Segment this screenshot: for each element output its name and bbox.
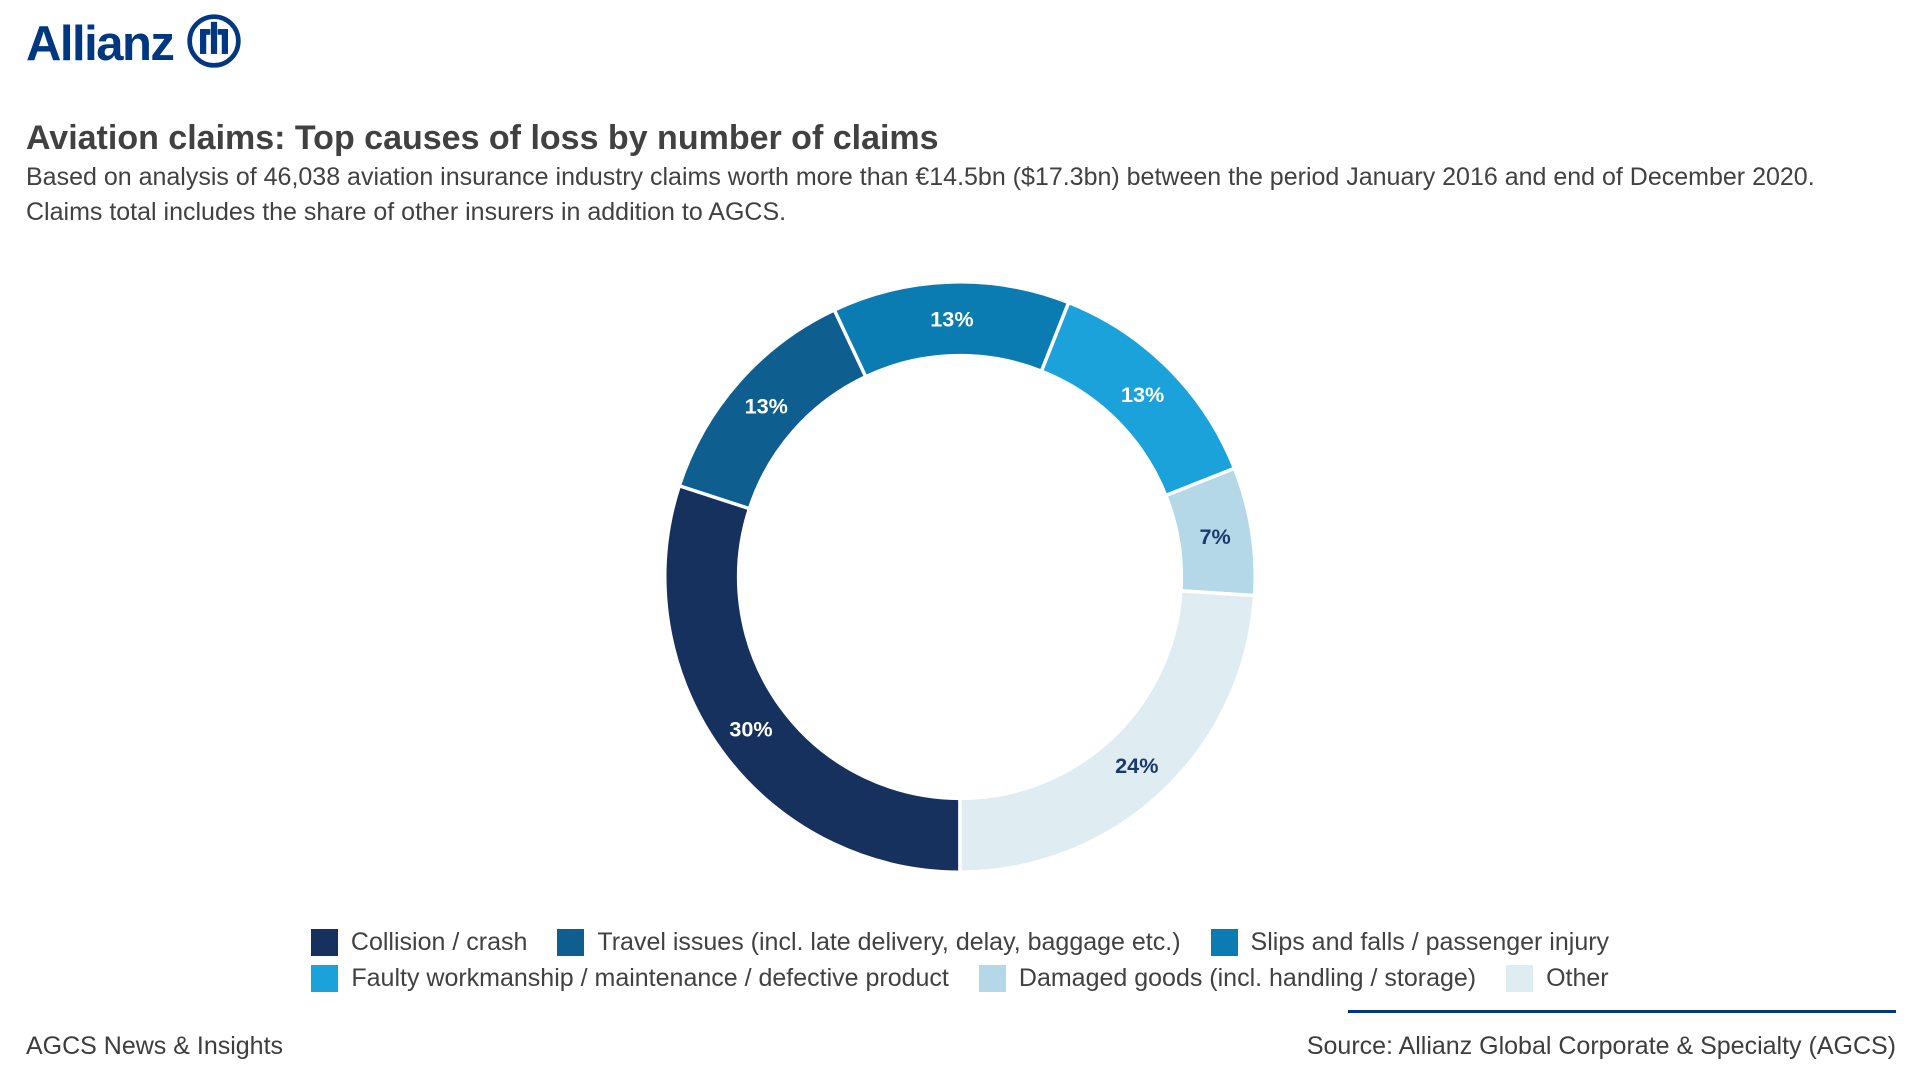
source-attribution: Source: Allianz Global Corporate & Speci…: [1306, 1032, 1896, 1060]
legend-swatch: [1210, 929, 1238, 956]
legend-item: Faulty workmanship / maintenance / defec…: [311, 964, 949, 993]
legend-label: Other: [1546, 964, 1609, 992]
legend-swatch: [1506, 965, 1534, 992]
legend-label: Faulty workmanship / maintenance / defec…: [351, 964, 949, 992]
allianz-logo-text: Allianz: [26, 16, 175, 71]
donut-segment-value-label: 30%: [729, 716, 772, 741]
donut-segment-value-label: 24%: [1115, 753, 1158, 778]
chart-legend: Collision / crash Travel issues (incl. la…: [0, 928, 1920, 993]
legend-label: Slips and falls / passenger injury: [1250, 928, 1610, 956]
legend-item: Other: [1506, 964, 1609, 993]
donut-segment-value-label: 13%: [745, 394, 788, 419]
legend-swatch: [557, 929, 585, 956]
legend-item: Collision / crash: [310, 928, 528, 957]
legend-swatch: [310, 929, 338, 956]
legend-row: Collision / crash Travel issues (incl. la…: [310, 928, 1610, 957]
subtitle-line-1: Based on analysis of 46,038 aviation ins…: [26, 163, 1815, 191]
legend-label: Damaged goods (incl. handling / storage): [1018, 964, 1477, 992]
donut-segment-value-label: 13%: [930, 306, 973, 331]
footer-left-text: AGCS News & Insights: [26, 1032, 284, 1060]
source-divider-rule: [1348, 1010, 1896, 1013]
allianz-emblem-icon: [185, 12, 243, 75]
donut-chart-container: 30% 13% 13% 13% 7% 24%: [655, 272, 1265, 882]
legend-item: Travel issues (incl. late delivery, dela…: [557, 928, 1181, 957]
subtitle-line-2: Claims total includes the share of other…: [26, 198, 787, 226]
donut-segment: [663, 484, 962, 874]
chart-subtitle: Based on analysis of 46,038 aviation ins…: [26, 160, 1815, 230]
donut-segment: [958, 589, 1257, 874]
legend-swatch: [978, 965, 1006, 992]
legend-label: Collision / crash: [350, 928, 528, 956]
donut-chart: 30% 13% 13% 13% 7% 24%: [663, 280, 1257, 874]
legend-item: Damaged goods (incl. handling / storage): [978, 964, 1477, 993]
donut-segment-value-label: 13%: [1121, 382, 1164, 407]
legend-row: Faulty workmanship / maintenance / defec…: [311, 964, 1609, 993]
legend-label: Travel issues (incl. late delivery, dela…: [597, 928, 1181, 956]
legend-item: Slips and falls / passenger injury: [1210, 928, 1610, 957]
donut-segment-value-label: 7%: [1199, 524, 1230, 549]
page-title: Aviation claims: Top causes of loss by n…: [26, 118, 939, 157]
allianz-logo: Allianz: [26, 12, 243, 75]
legend-swatch: [311, 965, 339, 992]
